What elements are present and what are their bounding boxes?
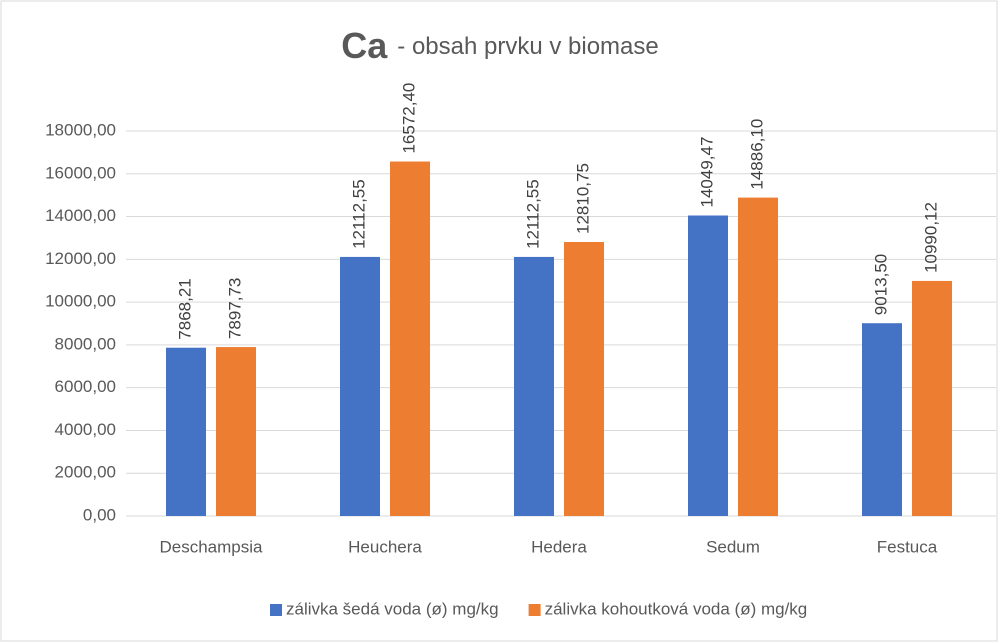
y-tick-label: 16000,00	[45, 163, 116, 182]
data-label: 12112,55	[349, 179, 368, 249]
bar	[564, 241, 604, 516]
y-tick-label: 0,00	[83, 505, 116, 524]
y-tick-label: 6000,00	[55, 377, 116, 396]
data-label: 14049,47	[697, 137, 716, 208]
y-tick-label: 10000,00	[45, 292, 116, 311]
bar	[514, 256, 554, 516]
x-tick-label: Heuchera	[348, 537, 422, 556]
bar	[738, 197, 778, 517]
data-label: 12810,75	[573, 163, 592, 234]
bar	[340, 256, 380, 516]
bar	[216, 347, 256, 516]
y-tick-label: 12000,00	[45, 249, 116, 268]
x-tick-label: Hedera	[531, 537, 587, 556]
x-tick-label: Deschampsia	[160, 537, 264, 556]
legend-label: zálivka kohoutková voda (ø) mg/kg	[545, 599, 808, 618]
data-label: 16572,40	[399, 83, 418, 154]
y-tick-label: 8000,00	[55, 334, 116, 353]
x-tick-label: Festuca	[877, 537, 938, 556]
title-suffix: - obsah prvku v biomase	[397, 33, 658, 60]
legend-label: zálivka šedá voda (ø) mg/kg	[286, 599, 499, 618]
y-tick-label: 18000,00	[45, 120, 116, 139]
bar	[390, 161, 430, 516]
legend-swatch	[270, 604, 282, 616]
bar	[688, 215, 728, 517]
bar	[912, 280, 952, 516]
bar	[862, 323, 902, 516]
data-label: 7897,73	[225, 278, 244, 339]
data-label: 9013,50	[871, 254, 890, 315]
data-label: 14886,10	[747, 119, 766, 190]
legend-swatch	[528, 604, 541, 616]
bar	[166, 347, 206, 516]
x-tick-label: Sedum	[706, 537, 760, 556]
y-tick-label: 2000,00	[55, 463, 116, 482]
chart-title: Ca - obsah prvku v biomase	[341, 25, 659, 66]
data-label: 12112,55	[523, 179, 542, 249]
data-label: 10990,12	[921, 202, 940, 273]
data-label: 7868,21	[175, 278, 194, 339]
title-main: Ca	[341, 25, 388, 66]
y-tick-label: 14000,00	[45, 206, 116, 225]
y-tick-label: 4000,00	[55, 420, 116, 439]
